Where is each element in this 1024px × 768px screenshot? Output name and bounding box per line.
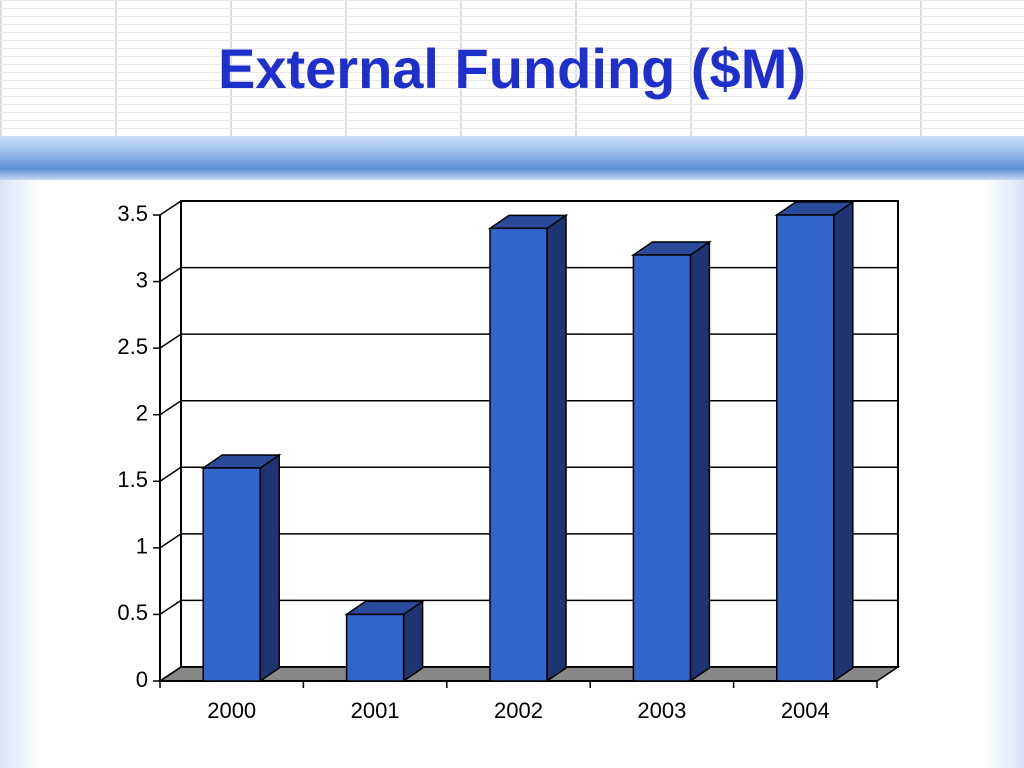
y-tick-label: 3.5 [117,201,148,226]
bar-side [833,200,854,683]
grid-line-side [159,200,182,216]
bar [489,227,548,682]
bar [776,214,835,682]
bar-side [546,213,567,683]
y-tick-label: 1 [136,534,148,559]
y-tick-label: 1.5 [117,467,148,492]
bar-side [689,240,711,683]
x-tick-label: 2004 [781,698,830,723]
x-tick-label: 2002 [494,698,543,723]
grid-line-side [159,599,182,616]
y-tick-label: 0.5 [117,600,148,625]
y-tick-label: 2 [136,401,148,426]
grid-line-side [159,333,182,349]
header-pattern [0,0,1024,136]
bar [632,254,692,682]
x-tick-label: 2001 [351,698,400,723]
y-tick-label: 3 [136,267,148,292]
grid-line-side [159,266,182,283]
y-tick-label: 2.5 [117,334,148,359]
grid-line-side [159,466,182,482]
header-band [0,136,1024,180]
y-tick-label: 0 [136,667,148,692]
bar-side [259,453,280,683]
bar [345,613,405,682]
chart-title: External Funding ($M) [218,37,806,100]
grid-line-side [159,666,182,682]
x-tick-label: 2003 [637,698,686,723]
grid-line-side [159,400,182,416]
bar [202,467,261,682]
grid-line-side [159,533,182,549]
x-tick-label: 2000 [207,698,256,723]
